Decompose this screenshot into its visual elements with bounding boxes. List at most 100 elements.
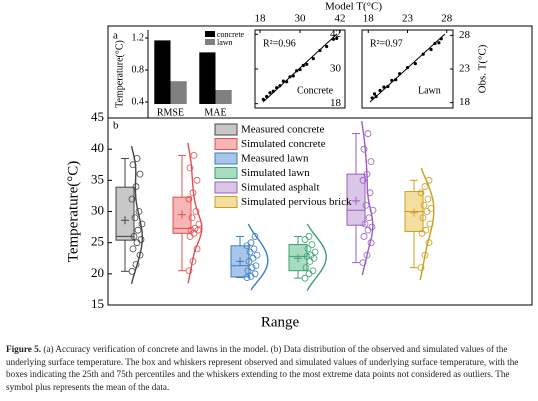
point [318,48,322,53]
point [281,79,285,83]
panel-name: Concrete [297,85,334,96]
legend-label: lawn [217,38,233,47]
point [413,62,417,66]
point [302,264,310,272]
point [311,248,319,256]
point [129,161,137,169]
point [437,41,441,45]
y-axis-label: Temperature(°C) [114,40,125,108]
density-curve [130,145,143,284]
y-tick-label: 18 [459,96,471,108]
legend-label: Simulated asphalt [241,182,320,194]
point [187,226,195,234]
point [135,208,143,215]
point [370,96,374,100]
legend-label: Simulated pervious brick [241,196,352,208]
point [138,220,146,228]
figure: a 0.4 0.8 1.2 Temperature(°C) RMSE MAE concrete… [65,1,533,330]
point [363,170,371,178]
legend-label: concrete [217,30,245,39]
point [134,226,142,234]
x-tick-label: RMSE [157,107,184,118]
y-tick-label: 23 [459,63,471,75]
point [378,88,382,93]
point [421,251,429,259]
x-axis-label: Range [261,314,300,330]
y-tick-label: 15 [91,296,104,311]
bar [199,52,216,104]
box [115,186,135,241]
point [425,176,433,184]
point [422,226,430,234]
y-tick-label: 18 [330,97,342,109]
point [426,220,434,228]
point [186,164,194,172]
x-tick-label: 23 [402,13,414,25]
point [188,214,196,222]
point [185,267,193,275]
point [301,63,305,68]
y-tick-label: 0.8 [132,64,145,75]
point [243,274,251,281]
point [369,206,377,214]
point [128,195,136,203]
point [325,44,329,49]
point [417,189,425,197]
point [366,189,374,197]
density-curve [361,120,374,276]
point [331,37,335,41]
x-tick-label: 30 [295,13,307,25]
point [249,254,257,262]
point [360,233,368,240]
point [303,252,311,260]
point [278,84,282,88]
point [417,264,425,272]
point [421,183,429,190]
y-tick-label: 40 [91,140,104,155]
point [359,259,367,267]
point [252,262,260,270]
y-tick-label: 1.2 [132,32,145,43]
density-curve [187,142,203,284]
bar [154,40,171,104]
point [288,75,292,79]
y-tick-label: 45 [91,109,104,124]
x-tick-label: 28 [441,13,453,25]
point [398,72,402,76]
y-tick-label: 20 [91,265,104,280]
point [189,189,197,197]
point [305,62,309,66]
point [291,74,295,78]
point [191,224,199,232]
y-tick-label: 30 [330,63,342,75]
point [301,274,309,282]
point [247,239,255,247]
panel-name: Lawn [418,85,441,96]
x-tick-label: 18 [363,13,375,25]
legend-label: Measured lawn [241,153,309,165]
bar [215,90,232,104]
point [365,214,373,222]
point [250,245,258,253]
point [433,41,437,46]
point [394,78,398,82]
point [335,36,339,40]
point [360,145,368,153]
point [248,264,256,272]
density-curve [306,223,327,292]
mean [294,254,302,263]
point [251,233,259,240]
point [423,208,431,215]
point [128,267,136,275]
point [367,239,375,247]
caption-label: Figure 5. [6,344,42,354]
point [190,151,198,159]
mean [352,196,360,205]
legend-swatch [205,39,215,45]
x-tick-label: MAE [204,107,226,118]
annotation: R²=0.96 [263,38,296,49]
point [439,37,443,41]
point [253,251,261,259]
density-curve [247,223,269,291]
